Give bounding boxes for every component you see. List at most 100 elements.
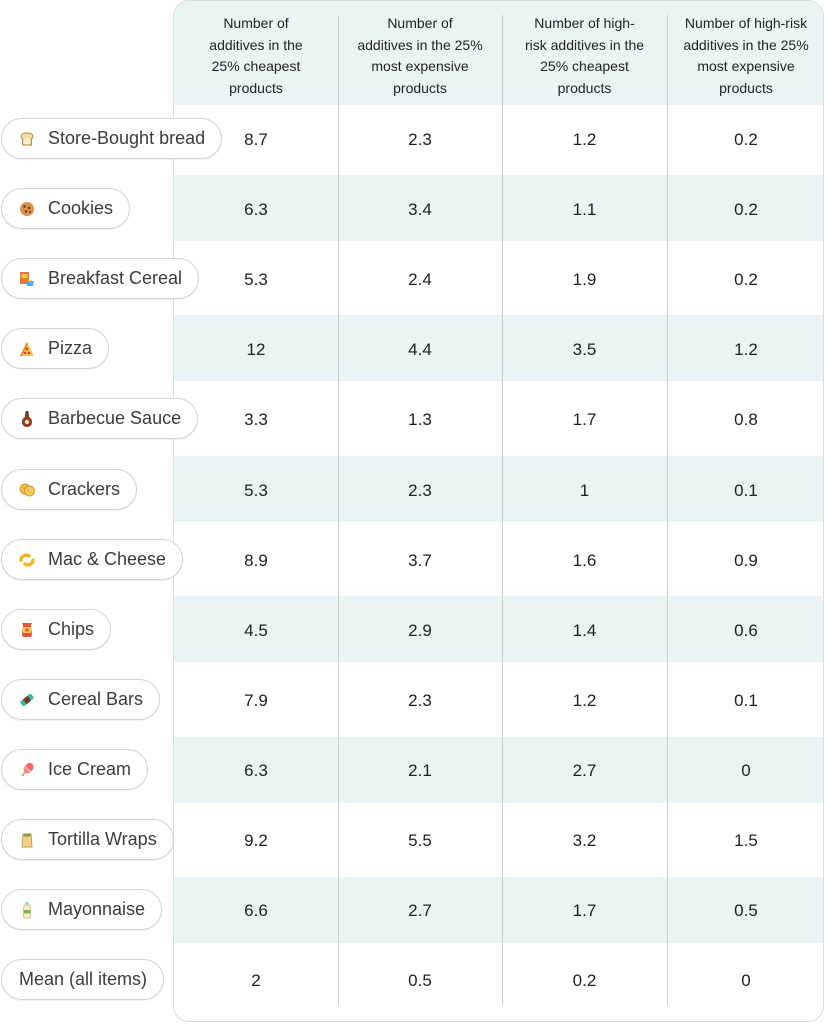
row-label-pill: Ice Cream	[1, 749, 149, 790]
row-label-text: Ice Cream	[48, 759, 132, 779]
column-header: Number of additives in the 25% most expens…	[338, 13, 502, 99]
column-header-line: products	[557, 79, 612, 96]
mayo-bottle-icon	[18, 901, 36, 919]
row-label-text: Mean (all items)	[19, 969, 148, 989]
table-cell: 1.7	[572, 410, 597, 429]
row-label-text: Pizza	[48, 338, 93, 358]
table-cell: 2.1	[408, 761, 432, 780]
table-cell: 2.7	[408, 901, 432, 920]
table-cell: 1.3	[408, 410, 432, 429]
sauce-bottle-icon	[18, 410, 36, 428]
table-cell: 3.4	[408, 200, 432, 219]
column-header-line: Number of high-risk	[684, 15, 808, 31]
table-cell: 0.1	[734, 691, 758, 710]
pizza-icon	[18, 340, 36, 358]
column-header-line: additives in the	[209, 36, 303, 53]
row-label-pill: Barbecue Sauce	[1, 398, 199, 439]
cereal-icon	[18, 270, 36, 288]
table-cell: 12	[246, 340, 266, 359]
row-band	[174, 456, 823, 522]
table-cell: 3.2	[572, 831, 597, 850]
row-band	[174, 877, 823, 943]
row-label-text: Cookies	[48, 198, 114, 218]
table-cell: 2.3	[408, 691, 432, 710]
table-cell: 4.5	[244, 621, 268, 640]
column-header-line: Number of	[387, 15, 453, 31]
row-label-pill: Chips	[1, 609, 112, 650]
table-cell: 5.5	[408, 831, 432, 850]
table-cell: 0.5	[734, 901, 758, 920]
column-divider	[667, 15, 668, 1005]
row-band	[174, 175, 823, 241]
table-panel: Number of additives in the 25% cheapest pro…	[173, 0, 824, 1022]
row-label-pill: Breakfast Cereal	[1, 258, 200, 299]
table-cell: 3.5	[572, 340, 597, 359]
cookie-icon	[18, 200, 36, 218]
table-cell: 0.1	[734, 481, 758, 500]
table-cell: 1	[579, 481, 590, 500]
table-cell: 0.6	[734, 621, 758, 640]
column-header: Number of high-risk additives in the 25% …	[502, 13, 667, 99]
table-cell: 0	[741, 971, 751, 990]
table-cell: 2	[251, 971, 261, 990]
column-header-line: risk additives in the	[524, 36, 645, 53]
chips-bag-icon	[18, 621, 36, 639]
column-divider	[502, 15, 503, 1005]
table-cell: 1.6	[572, 551, 597, 570]
row-label-pill: Cookies	[1, 188, 131, 229]
column-header-line: Number of	[223, 15, 289, 31]
table-cell: 0	[741, 761, 751, 780]
row-label-pill: Crackers	[1, 469, 138, 510]
table-cell: 2.4	[408, 270, 432, 289]
row-label-text: Crackers	[48, 479, 121, 499]
row-label-pill: Cereal Bars	[1, 679, 161, 720]
table-cell: 1.4	[572, 621, 597, 640]
column-header-line: 25% cheapest	[211, 58, 301, 74]
row-label-text: Tortilla Wraps	[48, 829, 157, 849]
table-cell: 0.2	[734, 130, 758, 149]
header-band	[174, 1, 823, 105]
row-label-pill: Mayonnaise	[1, 889, 163, 930]
table-cell: 2.7	[572, 761, 597, 780]
row-band	[174, 596, 823, 662]
table-cell: 8.7	[244, 130, 268, 149]
table-cell: 1.1	[572, 200, 597, 219]
table-cell: 3.3	[244, 410, 268, 429]
row-label-pill: Tortilla Wraps	[1, 819, 174, 860]
row-label-text: Barbecue Sauce	[48, 408, 182, 428]
table-cell: 6.3	[244, 200, 268, 219]
column-header-line: products	[229, 79, 283, 96]
column-header: Number of additives in the 25% cheapest pro…	[174, 13, 338, 99]
column-header-line: Number of high-	[534, 15, 635, 31]
row-label-text: Store-Bought bread	[48, 128, 206, 148]
table-cell: 7.9	[244, 691, 268, 710]
table-cell: 2.3	[408, 481, 432, 500]
row-label-pill: Store-Bought bread	[1, 118, 223, 159]
burrito-icon	[18, 831, 36, 849]
table-cell: 1.5	[734, 831, 758, 850]
popsicle-icon	[18, 761, 36, 779]
row-label-pill: Mac & Cheese	[1, 539, 184, 580]
crackers-icon	[18, 481, 36, 499]
row-label-text: Chips	[48, 619, 95, 639]
bread-icon	[18, 130, 36, 148]
row-label-text: Mac & Cheese	[48, 549, 167, 569]
row-label-text: Breakfast Cereal	[48, 268, 183, 288]
column-header-line: products	[393, 79, 447, 96]
table-cell: 3.7	[408, 551, 432, 570]
table-cell: 5.3	[244, 481, 268, 500]
row-label-text: Cereal Bars	[48, 689, 144, 709]
cereal-bar-icon	[18, 691, 36, 709]
table-cell: 1.9	[572, 270, 597, 289]
table-cell: 2.3	[408, 130, 432, 149]
table-cell: 1.2	[734, 340, 758, 359]
table-cell: 0.2	[734, 200, 758, 219]
column-header: Number of high-risk additives in the 25% m…	[667, 13, 823, 99]
table-cell: 6.6	[244, 901, 268, 920]
table-cell: 0.5	[408, 971, 432, 990]
column-header-line: products	[719, 79, 773, 96]
row-band	[174, 315, 823, 381]
column-header-line: additives in the 25%	[683, 36, 809, 53]
table-cell: 0.9	[734, 551, 758, 570]
macaroni-icon	[18, 551, 36, 569]
